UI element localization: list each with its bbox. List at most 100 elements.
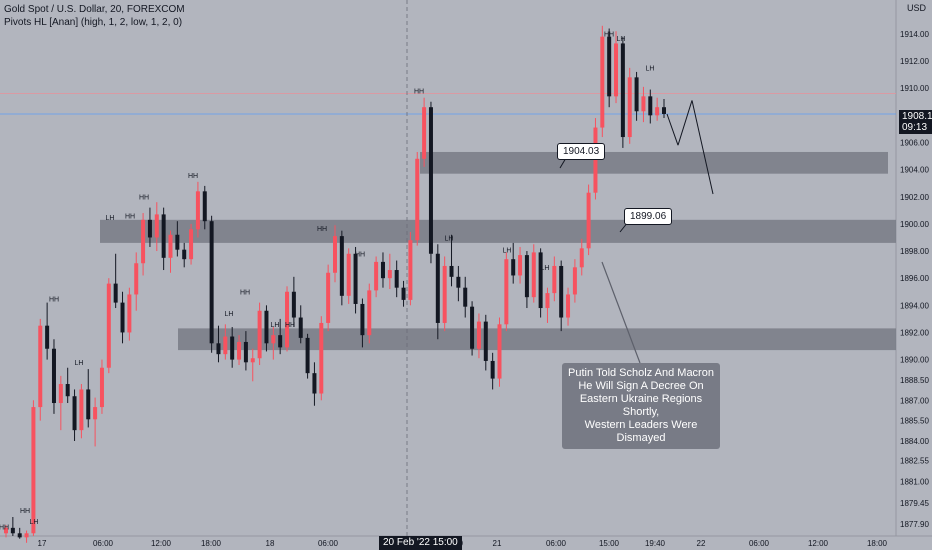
candle-body <box>134 263 139 295</box>
candle-body <box>333 236 337 273</box>
candle-body <box>147 219 152 238</box>
y-tick-label: 1898.00 <box>900 247 929 256</box>
projection-segment <box>677 100 693 146</box>
y-tick-label: 1906.00 <box>900 138 929 147</box>
candle-body <box>209 221 214 344</box>
candle-body <box>559 265 564 318</box>
zone-box <box>420 151 888 174</box>
y-tick-label: 1912.00 <box>900 57 929 66</box>
level-callout-2[interactable]: 1899.06 <box>624 208 673 225</box>
candle-body <box>175 234 180 250</box>
candle-body <box>634 77 639 112</box>
news-note-line: Western Leaders Were Dismayed <box>584 419 698 444</box>
candle-body <box>586 192 591 249</box>
pivot-label: HH <box>139 195 149 202</box>
candle-body <box>291 291 296 318</box>
candle-body <box>662 107 666 114</box>
note-pointer <box>601 261 641 364</box>
y-tick-label: 1879.45 <box>900 499 929 508</box>
pivot-label: HH <box>285 322 295 329</box>
candle-body <box>593 127 598 193</box>
candle-body <box>31 407 36 534</box>
candle-body <box>58 384 63 404</box>
x-tick-label: 06:00 <box>749 539 770 548</box>
candle-body <box>394 270 399 288</box>
candle-body <box>65 384 70 397</box>
candle-body <box>655 107 660 116</box>
candle-body <box>106 283 111 368</box>
crosshair-time-tag: 20 Feb '22 15:00 <box>379 536 462 550</box>
y-tick-label: 1882.55 <box>900 457 929 466</box>
candle-body <box>360 303 365 336</box>
y-tick-label: 1896.00 <box>900 274 929 283</box>
y-tick-label: 1888.50 <box>900 376 929 385</box>
pivot-label: HH <box>49 296 59 303</box>
candle-body <box>415 158 420 241</box>
candle-body <box>285 291 290 348</box>
level-callout-1[interactable]: 1904.03 <box>557 143 606 160</box>
candle-body <box>490 360 495 379</box>
candle-body <box>552 265 557 294</box>
candle-body <box>250 358 255 363</box>
news-note-line: Eastern Ukraine Regions Shortly, <box>579 393 703 418</box>
candle-body <box>278 335 283 348</box>
candle-body <box>271 335 276 344</box>
pivot-label: HH <box>414 89 424 96</box>
candle-body <box>189 229 194 260</box>
candle-body <box>223 336 228 355</box>
candle-body <box>428 107 433 254</box>
news-note-line: He Will Sign A Decree On <box>578 380 704 392</box>
candle-body <box>141 219 146 264</box>
candle-body <box>504 259 509 325</box>
candle-body <box>312 373 317 394</box>
candle-body <box>264 310 269 344</box>
projection-segment <box>666 113 679 146</box>
pivot-label: HH <box>317 226 327 233</box>
price-scale <box>896 0 932 550</box>
x-tick-label: 17 <box>38 539 47 548</box>
candle-body <box>10 527 15 534</box>
pivot-label: HH <box>604 32 614 39</box>
zone-box <box>178 328 896 351</box>
candle-body <box>483 321 488 361</box>
candle-body <box>401 287 406 300</box>
y-tick-label: 1904.00 <box>900 166 929 175</box>
projection-segment <box>691 100 714 195</box>
indicator-label: Pivots HL [Anan] (high, 1, 2, low, 1, 2,… <box>4 17 183 28</box>
candle-body <box>497 324 502 379</box>
x-tick-label: 22 <box>697 539 706 548</box>
y-tick-label: 1885.50 <box>900 417 929 426</box>
candle-body <box>524 255 529 298</box>
candle-body <box>339 236 344 296</box>
pivot-label: HH <box>0 524 9 531</box>
candle-body <box>374 261 379 291</box>
candle-body <box>99 367 104 408</box>
y-tick-label: 1914.00 <box>900 30 929 39</box>
candle-body <box>257 310 262 359</box>
pivot-label: LH <box>225 311 234 318</box>
candle-body <box>72 396 77 431</box>
pivot-label: LH <box>445 235 454 242</box>
candle-body <box>319 322 324 394</box>
pivot-label: LH <box>646 66 655 73</box>
news-note[interactable]: Putin Told Scholz And Macron He Will Sig… <box>562 363 720 449</box>
candle-body <box>456 276 461 288</box>
candle-body <box>237 341 242 360</box>
candle-body <box>620 43 625 138</box>
candle-body <box>79 389 84 431</box>
x-tick-label: 19:40 <box>645 539 666 548</box>
candle-body <box>648 96 653 116</box>
pivot-label: LH <box>617 36 626 43</box>
candle-body <box>182 249 187 260</box>
candle-body <box>202 191 207 222</box>
candle-body <box>579 248 584 268</box>
symbol-title: Gold Spot / U.S. Dollar, 20, FOREXCOM <box>4 4 185 15</box>
last-price-value: 1908.10 <box>902 111 932 122</box>
candle-body <box>572 267 577 295</box>
candle-body <box>161 214 166 258</box>
candle-body <box>442 265 447 323</box>
x-tick-label: 06:00 <box>93 539 114 548</box>
candle-body <box>86 389 91 420</box>
